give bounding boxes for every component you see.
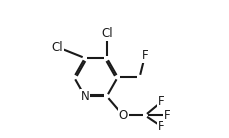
Text: F: F [158,120,164,133]
Text: Cl: Cl [52,41,63,54]
Text: Cl: Cl [101,27,112,40]
Text: O: O [118,109,127,122]
Text: F: F [141,49,148,62]
Text: N: N [80,90,89,103]
Text: F: F [158,95,164,108]
Text: F: F [163,109,169,122]
